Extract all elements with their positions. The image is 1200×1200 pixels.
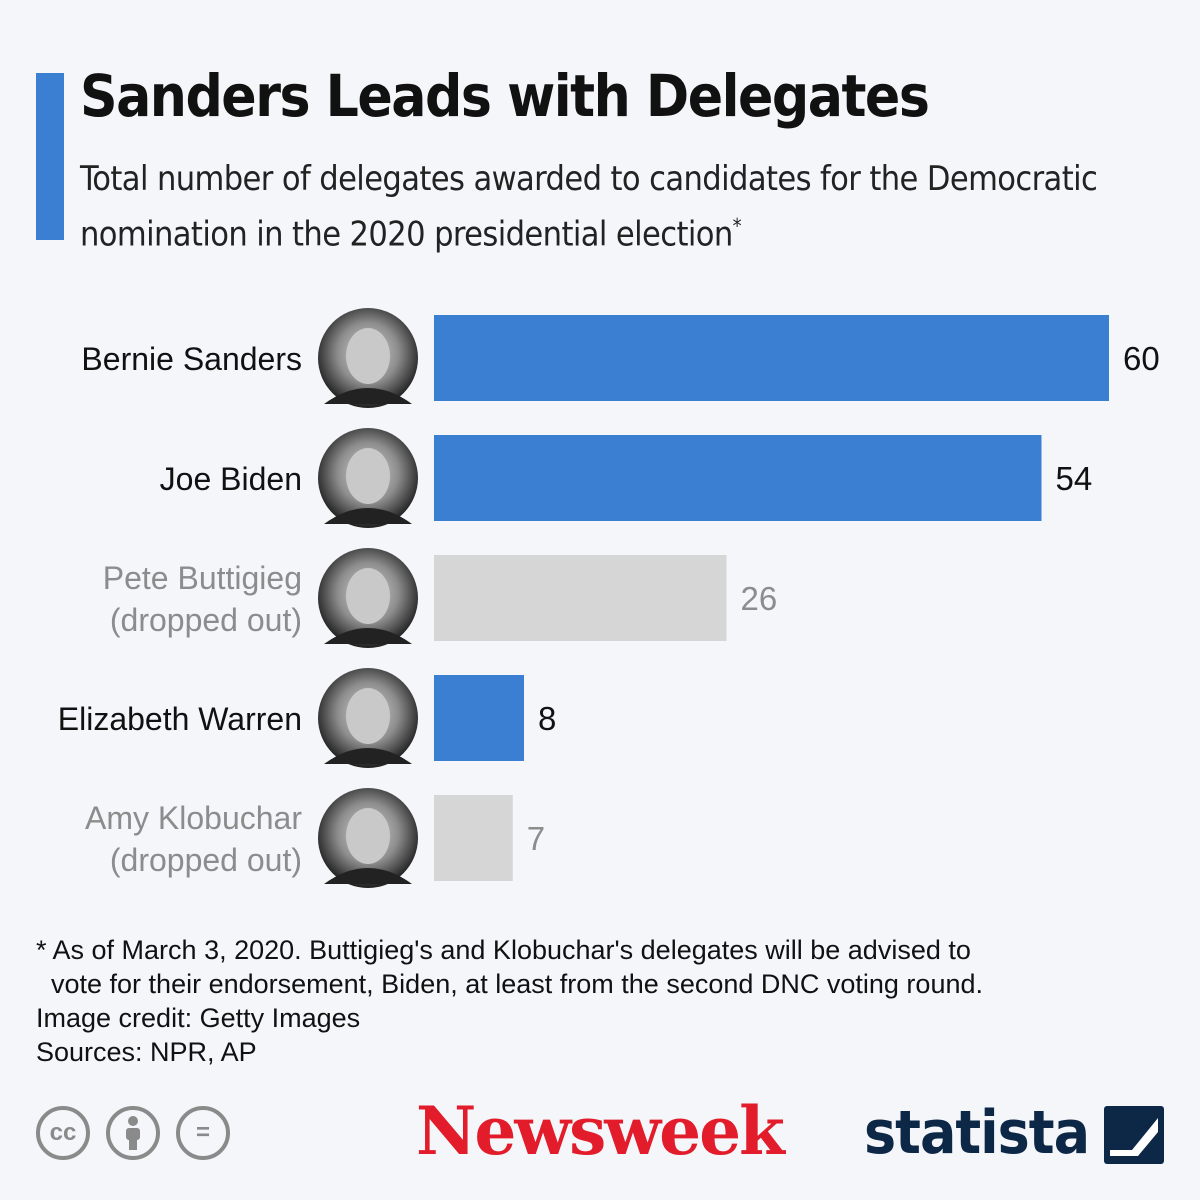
category-label: (dropped out) <box>110 842 302 878</box>
bar <box>434 435 1042 521</box>
category-label: Joe Biden <box>160 461 302 497</box>
value-label: 60 <box>1123 340 1160 377</box>
shoulders-icon <box>324 628 412 644</box>
shoulders-icon <box>324 868 412 884</box>
value-label: 54 <box>1056 460 1093 497</box>
shoulders-icon <box>324 748 412 764</box>
footnote: * As of March 3, 2020. Buttigieg's and K… <box>36 933 1156 1069</box>
subtitle-footnote-marker: * <box>732 214 742 238</box>
value-label: 8 <box>538 700 556 737</box>
face-icon <box>346 448 390 504</box>
category-label: Amy Klobuchar <box>85 800 302 836</box>
chart-subtitle: Total number of delegates awarded to can… <box>80 156 1160 258</box>
bar <box>434 795 513 881</box>
face-icon <box>346 568 390 624</box>
sources: Sources: NPR, AP <box>36 1037 257 1067</box>
bar-chart: 60 Bernie Sanders 54 Joe Biden 26 Pete Buttig… <box>58 308 1160 888</box>
attribution-icon[interactable] <box>106 1106 160 1160</box>
footnote-line: vote for their endorsement, Biden, at le… <box>36 969 983 999</box>
image-credit: Image credit: Getty Images <box>36 1003 361 1033</box>
face-icon <box>346 328 390 384</box>
footnote-line: * As of March 3, 2020. Buttigieg's and K… <box>36 935 971 965</box>
cc-icon[interactable]: cc <box>36 1106 90 1160</box>
bar <box>434 555 727 641</box>
title-accent-bar <box>36 73 64 240</box>
value-label: 7 <box>527 820 545 857</box>
value-label: 26 <box>741 580 778 617</box>
statista-logo[interactable]: statista <box>864 1098 1090 1168</box>
license-icons: cc = <box>36 1106 230 1160</box>
chart-title: Sanders Leads with Delegates <box>80 62 930 130</box>
category-label: Pete Buttigieg <box>103 560 302 596</box>
category-label: (dropped out) <box>110 602 302 638</box>
no-derivatives-icon[interactable]: = <box>176 1106 230 1160</box>
person-icon <box>126 1116 140 1150</box>
category-label: Elizabeth Warren <box>58 701 302 737</box>
shoulders-icon <box>324 388 412 404</box>
shoulders-icon <box>324 508 412 524</box>
statista-mark-icon <box>1104 1106 1164 1164</box>
cc-label: cc <box>49 1119 77 1146</box>
subtitle-text: Total number of delegates awarded to can… <box>80 159 1098 255</box>
face-icon <box>346 808 390 864</box>
nd-label: = <box>195 1119 210 1146</box>
face-icon <box>346 688 390 744</box>
bar <box>434 315 1109 401</box>
bar <box>434 675 524 761</box>
newsweek-logo[interactable]: Newsweek <box>416 1092 785 1170</box>
category-label: Bernie Sanders <box>81 341 302 377</box>
